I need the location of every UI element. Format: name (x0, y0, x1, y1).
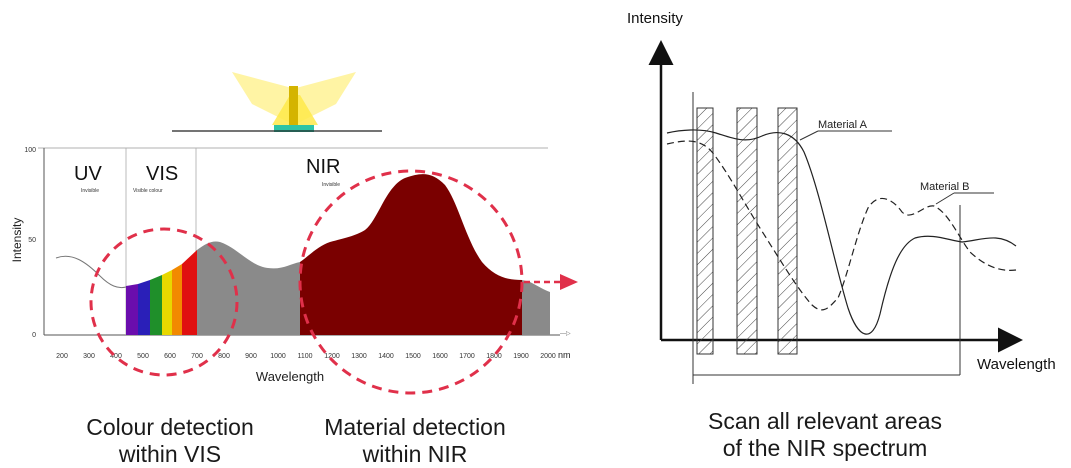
caption-colour-detection: Colour detection within VIS (50, 414, 290, 468)
x-tick-label: 600 (164, 353, 176, 360)
right-x-axis-label: Wavelength (977, 356, 1056, 373)
material-a-leader (799, 130, 819, 141)
x-tick-label: 1200 (324, 353, 340, 360)
caption-line: within NIR (362, 441, 468, 467)
left-spectrum-diagram: 100 50 0 Intensity UV Invisible VIS Visi… (10, 72, 578, 395)
visible-spectrum-bands (126, 250, 197, 335)
x-tick-label: 900 (245, 353, 257, 360)
left-x-axis-label: Wavelength (256, 369, 324, 384)
y-tick-label: 100 (24, 147, 36, 154)
x-tick-label: 1700 (459, 353, 475, 360)
caption-line: within VIS (118, 441, 222, 467)
caption-line: Colour detection (86, 414, 254, 440)
scan-windows (696, 107, 798, 355)
nir-detection-circle (298, 169, 524, 395)
region-uv-label: UV (74, 163, 102, 185)
x-tick-label: 700 (191, 353, 203, 360)
x-tick-label: 800 (218, 353, 230, 360)
left-y-axis-label: Intensity (10, 218, 24, 263)
x-tick-label: 1600 (432, 353, 448, 360)
caption-line: Material detection (324, 414, 506, 440)
x-tick-label: 500 (137, 353, 149, 360)
x-tick-label: 1400 (378, 353, 394, 360)
material-b-leader (935, 192, 955, 205)
region-vis-sub: Visible colour (133, 188, 163, 194)
caption-line: Scan all relevant areas (708, 408, 942, 434)
x-tick-label: 1900 (513, 353, 529, 360)
x-tick-label: 1800 (486, 353, 502, 360)
x-tick-label: 1300 (351, 353, 367, 360)
x-unit-label: nm (558, 350, 571, 360)
region-nir-sub: Invisible (322, 182, 340, 188)
x-tick-label: 200 (56, 353, 68, 360)
legend-material-a: Material A (818, 119, 868, 131)
red-arrow-icon (524, 274, 578, 290)
region-uv-sub: Invisible (81, 188, 99, 194)
right-scan-diagram: Intensity Material A Material B Waveleng… (627, 10, 1056, 384)
x-axis-arrow: —▷ (560, 331, 571, 337)
nir-material-peak (300, 174, 522, 335)
caption-material-detection: Material detection within NIR (295, 414, 535, 468)
y-tick-label: 50 (28, 237, 36, 244)
material-b-curve (666, 140, 1017, 311)
caption-scan-nir: Scan all relevant areas of the NIR spect… (680, 408, 970, 462)
x-tick-label: 1000 (270, 353, 286, 360)
nir-gray-region (197, 241, 300, 335)
right-y-axis-label: Intensity (627, 10, 683, 27)
nir-tail-region (522, 280, 550, 335)
x-tick-label: 300 (83, 353, 95, 360)
x-tick-label: 1100 (297, 353, 312, 360)
region-vis-label: VIS (146, 163, 178, 185)
x-tick-label: 2000 (540, 353, 556, 360)
legend-material-b: Material B (920, 181, 970, 193)
material-a-curve (666, 129, 1017, 335)
x-tick-labels: 200 300 400 500 600 700 800 900 1000 1100 1200 1300… (56, 353, 556, 360)
y-tick-label: 0 (32, 332, 36, 339)
vis-detection-circle (89, 227, 239, 377)
region-nir-label: NIR (306, 156, 340, 178)
light-source-icon (172, 72, 382, 132)
caption-line: of the NIR spectrum (722, 435, 928, 461)
uv-intensity-curve (55, 255, 127, 289)
x-tick-label: 1500 (405, 353, 421, 360)
x-tick-label: 400 (110, 353, 122, 360)
